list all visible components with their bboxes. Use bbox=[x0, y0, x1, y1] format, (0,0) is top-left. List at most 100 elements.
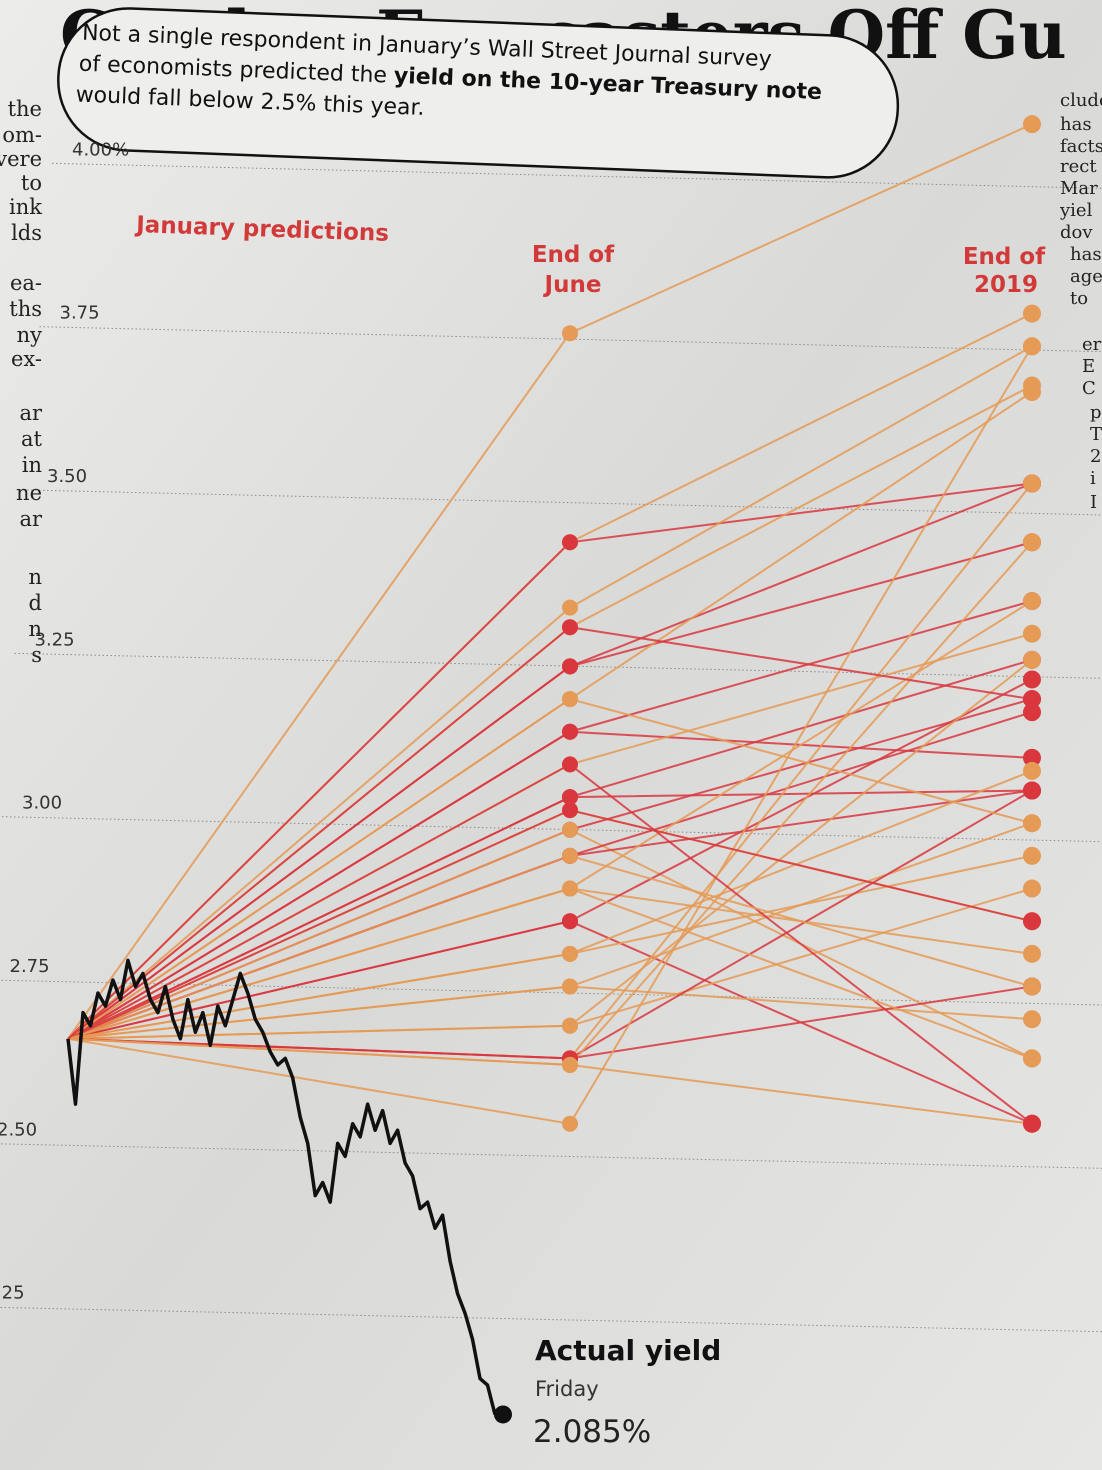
margin-word: has bbox=[1060, 114, 1092, 135]
june-dot bbox=[562, 534, 578, 551]
june-dot bbox=[562, 691, 578, 708]
end-dot bbox=[1023, 115, 1041, 134]
margin-word: i bbox=[1090, 468, 1096, 489]
june-dot bbox=[562, 789, 578, 806]
y-tick-label: 3.75 bbox=[60, 303, 100, 324]
grid-line bbox=[1, 816, 1102, 843]
end-dot bbox=[1023, 1049, 1041, 1068]
end-dot bbox=[1023, 781, 1041, 800]
margin-word: om- bbox=[2, 123, 42, 147]
margin-word: ex- bbox=[11, 347, 42, 371]
june-dot bbox=[562, 756, 578, 773]
y-tick-label: 3.50 bbox=[47, 466, 87, 487]
june-dot bbox=[562, 658, 578, 675]
y-tick-label: 4.00% bbox=[72, 139, 129, 160]
margin-word: ea- bbox=[10, 271, 42, 295]
june-dot bbox=[562, 945, 578, 962]
margin-word: at bbox=[21, 427, 43, 451]
margin-word: E bbox=[1082, 356, 1095, 377]
margin-word: to bbox=[21, 171, 42, 195]
margin-word: age bbox=[1070, 266, 1102, 287]
end-dot bbox=[1023, 1114, 1041, 1133]
margin-word: facts bbox=[1060, 136, 1102, 157]
end-dot bbox=[1023, 977, 1041, 996]
grid-line bbox=[51, 162, 1102, 189]
end-label: 2019 bbox=[974, 272, 1038, 298]
grid-line bbox=[0, 979, 1102, 1006]
june-dot bbox=[562, 599, 578, 616]
grid-line bbox=[0, 1306, 1102, 1333]
end-dot bbox=[1023, 533, 1041, 552]
y-tick-label: 2.75 bbox=[10, 956, 50, 977]
june-dot bbox=[562, 325, 578, 342]
end-dot bbox=[1023, 1010, 1041, 1029]
margin-word: ar bbox=[19, 401, 43, 425]
june-dot bbox=[562, 723, 578, 740]
margin-word: Mar bbox=[1060, 178, 1098, 199]
end-dot bbox=[1023, 474, 1041, 493]
end-label: End of bbox=[963, 244, 1046, 270]
june-dot bbox=[562, 1056, 578, 1073]
margin-word: C bbox=[1082, 378, 1096, 399]
end-dot bbox=[1023, 814, 1041, 833]
june-dot bbox=[562, 978, 578, 995]
margin-word: p bbox=[1090, 402, 1102, 423]
end-dot bbox=[1023, 383, 1041, 401]
end-dot bbox=[1023, 703, 1041, 722]
end-dot bbox=[1023, 650, 1041, 669]
margin-word: ny bbox=[17, 323, 43, 347]
margin-word: d bbox=[29, 591, 42, 615]
end-dot bbox=[1023, 761, 1041, 780]
actual-end-dot bbox=[494, 1405, 512, 1424]
margin-word: the bbox=[8, 97, 42, 121]
end-dot bbox=[1023, 748, 1041, 767]
june-label: End of bbox=[532, 242, 615, 268]
margin-word: ne bbox=[16, 481, 42, 505]
margin-word: rect bbox=[1060, 156, 1097, 177]
june-dot bbox=[562, 1017, 578, 1034]
margin-word: in bbox=[22, 453, 42, 477]
y-tick-label: 3.00 bbox=[22, 793, 62, 814]
june-dot bbox=[562, 802, 578, 819]
june-dot bbox=[562, 1115, 578, 1132]
june-dot bbox=[562, 619, 578, 636]
actual-name: Actual yield bbox=[535, 1334, 721, 1367]
june-dot bbox=[562, 847, 578, 864]
margin-word: clude bbox=[1060, 90, 1102, 111]
margin-word: has bbox=[1070, 244, 1102, 265]
june-dot bbox=[562, 880, 578, 897]
margin-word: T bbox=[1090, 424, 1102, 445]
grid-line bbox=[39, 326, 1102, 353]
margin-word: ths bbox=[9, 297, 42, 321]
end-dot bbox=[1023, 304, 1041, 323]
end-dot bbox=[1023, 846, 1041, 865]
margin-word: n bbox=[28, 565, 42, 589]
callout: Not a single respondent in January’s Wal… bbox=[57, 7, 900, 179]
margin-text: theom-veretoinkldsea-thsnyex-aratinnearn… bbox=[0, 90, 1102, 667]
margin-word: s bbox=[31, 643, 42, 667]
callout-box bbox=[57, 7, 900, 179]
margin-word: ink bbox=[9, 195, 42, 219]
grid bbox=[0, 162, 1102, 1333]
y-tick-label: 3.25 bbox=[35, 629, 75, 650]
end-dot bbox=[1023, 624, 1041, 643]
end-dot bbox=[1023, 592, 1041, 611]
actual-series: Actual yield Friday 2.085% bbox=[66, 958, 721, 1450]
margin-word: n bbox=[28, 617, 42, 641]
y-tick-label: 2.25 bbox=[0, 1283, 25, 1304]
margin-word: yiel bbox=[1059, 200, 1093, 221]
june-label: June bbox=[543, 272, 602, 298]
end-dot bbox=[1023, 670, 1041, 689]
june-dot bbox=[562, 821, 578, 838]
margin-word: lds bbox=[11, 221, 42, 245]
margin-word: vere bbox=[0, 147, 42, 171]
margin-word: dov bbox=[1060, 222, 1093, 243]
grid-line bbox=[14, 652, 1102, 679]
grid-line bbox=[26, 489, 1102, 516]
end-dot bbox=[1023, 690, 1041, 709]
end-dot bbox=[1023, 337, 1041, 356]
end-dot bbox=[1023, 944, 1041, 963]
y-tick-label: 2.50 bbox=[0, 1119, 37, 1140]
margin-word: I bbox=[1090, 492, 1097, 513]
